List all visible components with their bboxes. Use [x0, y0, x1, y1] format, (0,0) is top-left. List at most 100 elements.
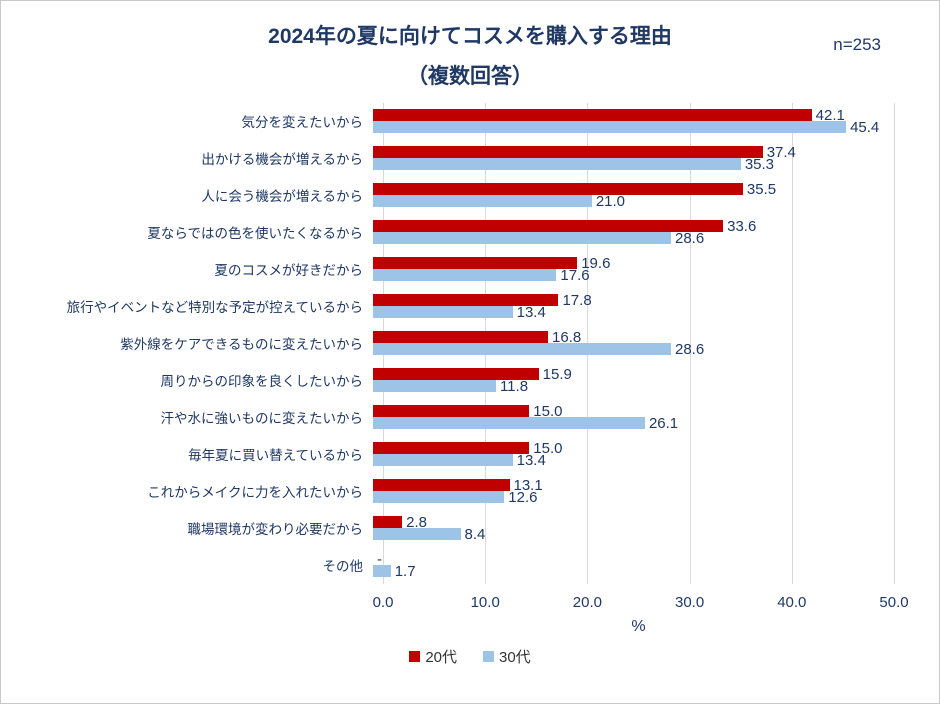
category-label: これからメイクに力を入れたいから	[147, 485, 363, 501]
chart-title-line1: 2024年の夏に向けてコスメを購入する理由	[268, 25, 672, 48]
value-label: 45.4	[850, 118, 880, 136]
chart-row: 夏ならではの色を使いたくなるから 33.6 28.6	[1, 214, 939, 251]
category-label: その他	[322, 559, 364, 575]
value-label: 15.9	[542, 365, 572, 383]
bar-20代	[373, 146, 763, 159]
bar-20代	[373, 183, 743, 196]
value-label: 17.6	[560, 266, 590, 284]
chart-row: 職場環境が変わり必要だから 2.8 8.4	[1, 510, 939, 547]
legend-item-30代: 30代	[483, 646, 531, 667]
legend-swatch	[409, 650, 421, 662]
value-label: -	[377, 550, 382, 568]
chart-row: 人に会う機会が増えるから 35.5 21.0	[1, 177, 939, 214]
value-label: 16.8	[552, 328, 582, 346]
value-label: 26.1	[648, 414, 679, 432]
chart-row: 汗や水に強いものに変えたいから 15.0 26.1	[1, 399, 939, 436]
chart-title: 2024年の夏に向けてコスメを購入する理由 （複数回答）	[1, 1, 939, 97]
chart-title-line2: （複数回答）	[407, 64, 533, 88]
bar-30代	[373, 417, 645, 430]
legend-label: 30代	[499, 648, 531, 666]
bar-30代	[373, 232, 671, 245]
value-label: 19.6	[581, 254, 611, 272]
plot-area: 気分を変えたいから 42.1 45.4 出かける機会が増えるから 37.4 35.3 人に会…	[1, 102, 939, 584]
category-label: 夏のコスメが好きだから	[214, 263, 364, 279]
bar-30代	[373, 380, 496, 393]
chart-row: 夏のコスメが好きだから 19.6 17.6	[1, 251, 939, 288]
bar-20代	[373, 405, 530, 418]
bar-30代	[373, 269, 557, 282]
value-label: 35.3	[744, 155, 775, 173]
x-axis: 0.0 10.0 20.0 30.0 40.0 50.0	[373, 593, 909, 612]
x-axis-tick: 40.0	[777, 593, 807, 611]
x-axis-tick: 50.0	[879, 593, 909, 611]
sample-size: n=253	[833, 35, 881, 54]
category-label: 職場環境が変わり必要だから	[187, 522, 364, 538]
bar-30代	[373, 454, 513, 467]
bar-30代	[373, 565, 391, 578]
bar-30代	[373, 121, 847, 134]
chart-row: その他 -1.7	[1, 547, 939, 584]
bar-20代	[373, 220, 724, 233]
bar-20代	[373, 442, 530, 455]
category-label: 人に会う機会が増えるから	[201, 189, 363, 205]
x-axis-tick: 10.0	[470, 593, 500, 611]
value-label: 15.0	[533, 439, 563, 457]
bar-20代	[373, 516, 403, 529]
legend-swatch	[483, 650, 494, 662]
gridline	[689, 102, 691, 584]
chart-rows: 気分を変えたいから 42.1 45.4 出かける機会が増えるから 37.4 35.3 人に会…	[1, 103, 939, 584]
category-label: 出かける機会が増えるから	[201, 152, 363, 168]
bar-20代	[373, 368, 539, 381]
value-label: 13.1	[513, 476, 543, 494]
x-axis-tick: 20.0	[572, 593, 602, 611]
bar-30代	[373, 306, 513, 319]
chart-row: これからメイクに力を入れたいから 13.1 12.6	[1, 473, 939, 510]
legend-item-20代: 20代	[409, 646, 457, 667]
bar-30代	[373, 528, 461, 541]
chart-row: 旅行やイベントなど特別な予定が控えているから 17.8 13.4	[1, 288, 939, 325]
bar-20代	[373, 331, 549, 344]
bar-20代	[373, 257, 578, 270]
value-label: 42.1	[815, 106, 845, 124]
legend: 20代 30代	[1, 646, 939, 667]
gridline	[894, 102, 895, 584]
category-label: 毎年夏に買い替えているから	[188, 448, 363, 464]
value-label: 13.4	[516, 303, 546, 321]
x-axis-tick: 30.0	[674, 593, 705, 611]
category-label: 紫外線をケアできるものに変えたいから	[120, 337, 363, 353]
value-label: 2.8	[406, 513, 428, 531]
bar-20代	[373, 294, 559, 307]
gridline	[791, 102, 793, 584]
value-label: 13.4	[516, 451, 546, 469]
chart-row: 出かける機会が増えるから 37.4 35.3	[1, 140, 939, 177]
category-label: 汗や水に強いものに変えたいから	[160, 411, 364, 427]
value-label: 17.8	[562, 291, 592, 309]
x-axis-tick: 0.0	[372, 593, 394, 611]
value-label: 1.7	[394, 562, 416, 580]
category-label: 周りからの印象を良くしたいから	[160, 374, 364, 390]
bar-20代	[373, 109, 812, 122]
value-label: 8.4	[464, 525, 486, 543]
bar-30代	[373, 343, 671, 356]
value-label: 15.0	[533, 402, 563, 420]
bar-30代	[373, 195, 592, 208]
value-label: 37.4	[766, 143, 796, 161]
chart-row: 毎年夏に買い替えているから 15.0 13.4	[1, 436, 939, 473]
legend-label: 20代	[425, 648, 457, 666]
value-label: 12.6	[508, 488, 538, 506]
value-label: 35.5	[746, 180, 777, 198]
category-label: 夏ならではの色を使いたくなるから	[147, 226, 363, 242]
value-label: 33.6	[727, 217, 757, 235]
value-label: 28.6	[675, 340, 705, 358]
value-label: 21.0	[595, 192, 626, 210]
chart-row: 紫外線をケアできるものに変えたいから 16.8 28.6	[1, 325, 939, 362]
value-label: 11.8	[499, 377, 529, 395]
bar-20代	[373, 479, 510, 492]
value-label: 28.6	[675, 229, 705, 247]
chart-row: 気分を変えたいから 42.1 45.4	[1, 103, 939, 140]
category-label: 気分を変えたいから	[241, 115, 364, 131]
category-label: 旅行やイベントなど特別な予定が控えているから	[66, 300, 363, 316]
bar-30代	[373, 158, 741, 171]
x-axis-unit: %	[631, 617, 646, 635]
